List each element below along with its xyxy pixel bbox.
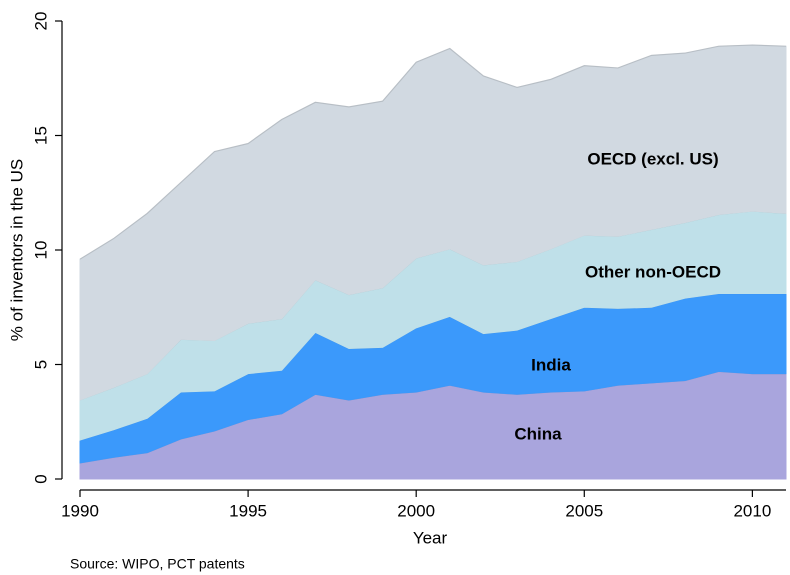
x-tick-label: 2000: [397, 501, 435, 520]
x-tick-label: 1990: [61, 501, 99, 520]
source-note: Source: WIPO, PCT patents: [70, 556, 245, 572]
y-axis-title: % of inventors in the US: [7, 159, 26, 341]
area-edge: [79, 44, 787, 260]
y-tick-label: 0: [31, 474, 50, 483]
y-tick-label: 20: [31, 12, 50, 31]
x-tick-label: 2005: [565, 501, 603, 520]
x-tick-label: 2010: [733, 501, 771, 520]
area: [79, 44, 787, 401]
series-label: India: [531, 355, 571, 374]
series-label: OECD (excl. US): [587, 149, 718, 168]
series-label: Other non-OECD: [585, 262, 721, 281]
x-tick-label: 1995: [229, 501, 267, 520]
y-tick-label: 10: [31, 241, 50, 260]
y-tick-label: 15: [31, 126, 50, 145]
series-label: China: [514, 424, 562, 443]
y-tick-label: 5: [31, 360, 50, 369]
x-axis-title: Year: [413, 528, 448, 547]
